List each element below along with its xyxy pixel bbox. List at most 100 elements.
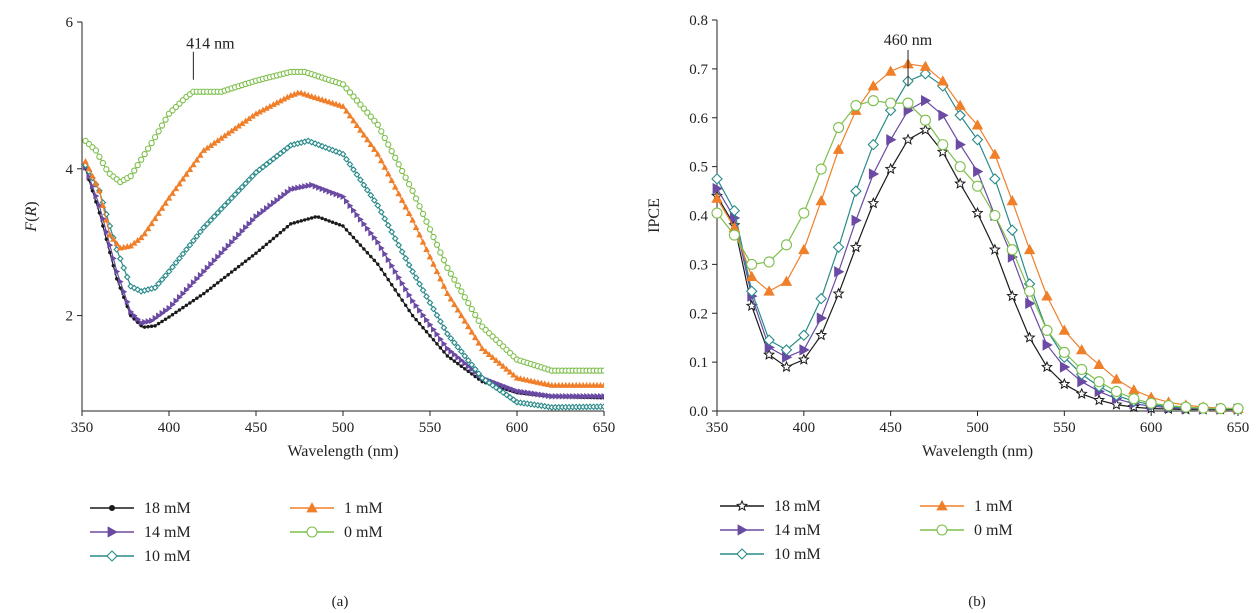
data-point xyxy=(1128,384,1140,395)
x-tick-label: 650 xyxy=(593,420,616,436)
data-point xyxy=(816,312,828,324)
data-point xyxy=(406,291,413,299)
x-tick-label: 550 xyxy=(419,420,442,436)
data-point xyxy=(400,298,404,302)
data-point xyxy=(288,186,295,193)
data-point xyxy=(361,220,368,228)
data-point xyxy=(336,101,343,108)
data-point xyxy=(419,238,427,245)
data-point xyxy=(203,220,211,228)
data-point xyxy=(430,305,437,313)
data-point xyxy=(457,348,465,355)
data-point xyxy=(165,194,173,201)
data-point xyxy=(305,182,312,189)
data-point xyxy=(832,143,845,154)
data-point xyxy=(225,242,232,250)
data-point xyxy=(405,181,413,188)
data-point xyxy=(430,326,437,333)
data-point xyxy=(468,361,476,369)
data-point xyxy=(205,289,210,293)
data-point xyxy=(504,383,510,391)
data-point xyxy=(96,153,103,160)
data-point xyxy=(1076,344,1088,355)
data-point xyxy=(497,381,504,388)
data-point xyxy=(268,239,272,244)
data-point xyxy=(542,392,549,399)
data-point xyxy=(110,235,117,242)
data-point xyxy=(407,308,411,313)
data-point xyxy=(518,388,524,395)
data-point xyxy=(549,393,556,400)
data-point xyxy=(350,207,357,214)
y-axis-label-part: ) xyxy=(23,201,40,206)
data-point xyxy=(149,324,154,329)
data-point xyxy=(458,357,465,364)
data-point xyxy=(410,297,417,305)
data-point xyxy=(113,240,121,247)
data-point xyxy=(478,345,486,352)
data-point xyxy=(298,183,305,191)
data-point xyxy=(815,328,828,341)
data-point xyxy=(455,354,462,361)
legend-item: 10 mM xyxy=(720,546,821,563)
data-point xyxy=(1006,224,1019,236)
x-tick-label: 600 xyxy=(506,420,529,436)
data-point xyxy=(799,344,810,356)
data-point xyxy=(434,331,441,338)
data-point xyxy=(423,293,430,300)
data-point xyxy=(451,301,458,308)
data-point xyxy=(528,389,535,397)
data-point xyxy=(409,187,416,194)
x-tick-label: 500 xyxy=(332,420,355,436)
data-point xyxy=(162,272,169,279)
x-tick-label: 400 xyxy=(793,420,816,436)
data-point xyxy=(711,207,723,219)
series xyxy=(82,137,604,411)
y-axis-label: IPCE xyxy=(646,198,663,233)
data-point xyxy=(211,257,218,264)
data-point xyxy=(902,133,915,145)
legend-marker xyxy=(736,499,748,512)
chart-panel-a: 350 400 450 500 550 600 650 2 4 6 Wavelength (nm) F… xyxy=(23,15,615,610)
data-point xyxy=(798,243,810,255)
data-point xyxy=(302,183,309,190)
data-point xyxy=(93,192,100,200)
series-line xyxy=(84,91,604,386)
plot-area xyxy=(711,58,1244,415)
data-point xyxy=(302,218,307,222)
data-point xyxy=(137,234,145,241)
data-point xyxy=(325,145,333,153)
data-point xyxy=(867,196,880,209)
data-point xyxy=(334,221,338,226)
data-point xyxy=(337,192,343,199)
data-point xyxy=(351,235,356,240)
series xyxy=(711,95,1244,415)
data-point xyxy=(196,228,204,236)
data-point xyxy=(396,293,401,297)
y-tick-label: 2 xyxy=(66,309,74,325)
data-point xyxy=(357,126,364,133)
data-point xyxy=(451,351,458,358)
data-point xyxy=(235,187,242,195)
data-point xyxy=(500,382,507,390)
data-point xyxy=(545,381,552,388)
data-point xyxy=(355,239,359,244)
data-point xyxy=(370,196,378,204)
data-point xyxy=(131,167,138,174)
data-point xyxy=(988,243,1001,255)
data-point xyxy=(471,334,479,341)
data-point xyxy=(256,166,263,174)
data-point xyxy=(281,191,288,199)
legend-marker xyxy=(936,524,948,536)
data-point xyxy=(82,158,89,164)
legend-label: 18 mM xyxy=(144,500,191,517)
data-point xyxy=(937,75,949,86)
data-point xyxy=(176,293,183,301)
data-point xyxy=(229,238,236,246)
data-point xyxy=(89,172,96,179)
data-point xyxy=(131,312,138,319)
data-point xyxy=(141,150,148,158)
data-point xyxy=(1041,324,1053,336)
data-point xyxy=(1006,244,1018,256)
data-point xyxy=(190,279,197,286)
